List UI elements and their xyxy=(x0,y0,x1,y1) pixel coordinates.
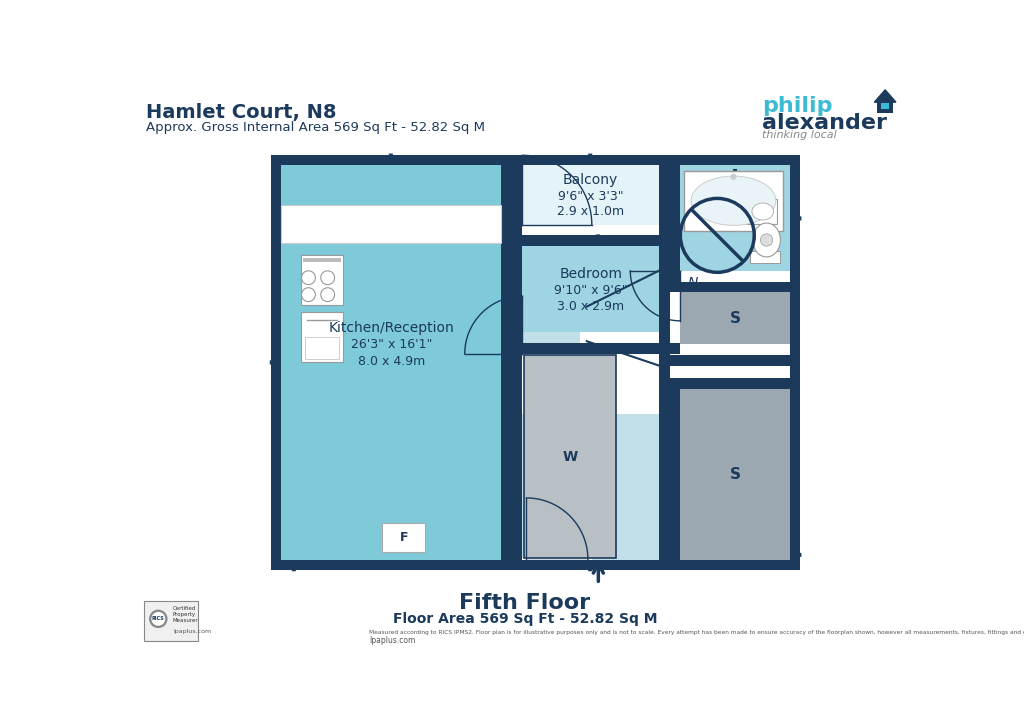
Text: lpaplus.com: lpaplus.com xyxy=(370,636,416,645)
Bar xyxy=(301,254,343,304)
Text: alexander: alexander xyxy=(762,113,887,133)
Bar xyxy=(304,337,339,359)
Text: S: S xyxy=(729,466,740,482)
Text: 3.0 x 2.9m: 3.0 x 2.9m xyxy=(557,300,625,313)
Text: Balcony: Balcony xyxy=(563,173,618,187)
Bar xyxy=(878,102,893,113)
Bar xyxy=(745,199,776,224)
Circle shape xyxy=(152,612,165,626)
Bar xyxy=(658,560,801,570)
Bar xyxy=(658,221,680,292)
Bar xyxy=(680,166,790,271)
Bar xyxy=(270,560,522,570)
Bar xyxy=(501,155,522,570)
Bar xyxy=(658,378,680,570)
Bar xyxy=(750,251,780,263)
Bar xyxy=(301,312,343,362)
Bar xyxy=(382,523,425,552)
Bar xyxy=(658,155,680,281)
Text: 8.0 x 4.9m: 8.0 x 4.9m xyxy=(357,355,425,368)
Bar xyxy=(282,166,512,560)
Text: Hamlet Court, N8: Hamlet Court, N8 xyxy=(146,103,337,121)
Circle shape xyxy=(730,174,736,180)
Bar xyxy=(670,281,801,292)
Bar xyxy=(522,558,592,572)
Text: Floor Area 569 Sq Ft - 52.82 Sq M: Floor Area 569 Sq Ft - 52.82 Sq M xyxy=(392,612,657,626)
Bar xyxy=(501,343,680,354)
Bar xyxy=(522,414,658,560)
Text: Measurer: Measurer xyxy=(173,618,199,623)
Bar xyxy=(270,560,801,570)
Bar xyxy=(522,166,658,225)
Ellipse shape xyxy=(691,176,776,226)
Circle shape xyxy=(150,609,168,628)
Bar xyxy=(303,257,341,262)
Bar xyxy=(282,205,501,243)
Text: 9'10" x 9'6": 9'10" x 9'6" xyxy=(554,284,628,297)
Bar xyxy=(501,333,581,354)
Bar xyxy=(524,356,616,558)
Text: Approx. Gross Internal Area 569 Sq Ft - 52.82 Sq M: Approx. Gross Internal Area 569 Sq Ft - … xyxy=(146,121,485,134)
Text: philip: philip xyxy=(762,96,833,116)
Bar xyxy=(658,155,670,236)
Bar xyxy=(501,166,522,246)
Bar xyxy=(522,236,658,333)
Text: 9'6" x 3'3": 9'6" x 3'3" xyxy=(558,190,624,203)
Circle shape xyxy=(321,271,335,285)
Ellipse shape xyxy=(753,223,780,257)
Text: F: F xyxy=(399,531,409,544)
Circle shape xyxy=(321,288,335,301)
Text: thinking local: thinking local xyxy=(762,130,837,140)
Text: RICS: RICS xyxy=(152,616,165,621)
Polygon shape xyxy=(874,90,896,102)
Bar xyxy=(680,378,790,560)
Bar xyxy=(670,155,801,166)
Text: N: N xyxy=(687,276,697,290)
Bar xyxy=(512,155,670,166)
Text: Property: Property xyxy=(173,612,196,617)
Circle shape xyxy=(761,234,773,246)
Text: 2.9 x 1.0m: 2.9 x 1.0m xyxy=(557,205,625,218)
Bar xyxy=(144,601,199,641)
Bar xyxy=(684,171,782,231)
Text: lpaplus.com: lpaplus.com xyxy=(173,629,211,633)
Bar xyxy=(658,378,801,388)
Bar xyxy=(658,355,801,366)
Text: S: S xyxy=(729,311,740,325)
Bar xyxy=(658,414,680,570)
Circle shape xyxy=(301,288,315,301)
Ellipse shape xyxy=(752,203,773,220)
Bar xyxy=(790,155,801,570)
Bar xyxy=(270,560,801,570)
Bar xyxy=(658,343,670,570)
Bar xyxy=(882,103,889,109)
Bar xyxy=(270,155,512,166)
Bar xyxy=(680,281,790,344)
Text: Fifth Floor: Fifth Floor xyxy=(459,594,591,613)
Text: W: W xyxy=(562,450,578,463)
Bar xyxy=(501,414,522,570)
Circle shape xyxy=(301,271,315,285)
Text: Measured according to RICS IPMS2. Floor plan is for illustrative purposes only a: Measured according to RICS IPMS2. Floor … xyxy=(370,630,1024,636)
Bar xyxy=(270,155,282,570)
Bar xyxy=(501,236,680,246)
Text: Kitchen/Reception: Kitchen/Reception xyxy=(329,321,454,335)
Text: Bedroom: Bedroom xyxy=(559,267,623,281)
Bar xyxy=(501,155,522,246)
Text: 26'3" x 16'1": 26'3" x 16'1" xyxy=(350,338,432,351)
Text: Certified: Certified xyxy=(173,606,197,610)
Bar xyxy=(658,236,670,343)
